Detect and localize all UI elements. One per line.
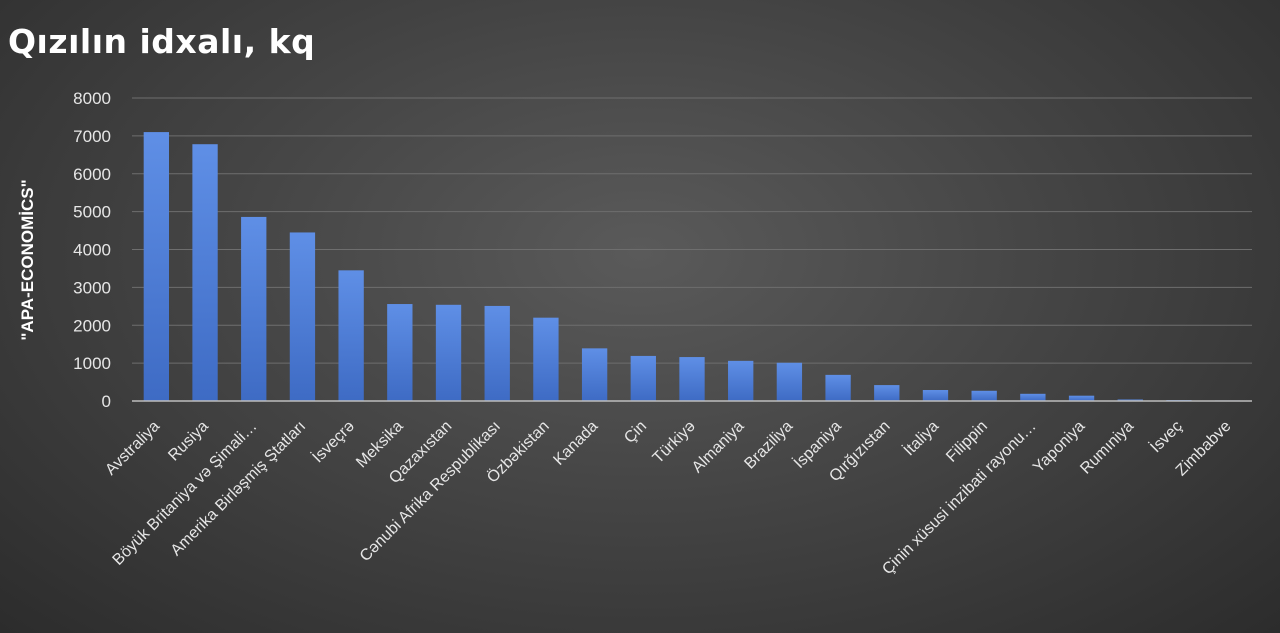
y-axis-label: "APA-ECONOMİCS" bbox=[18, 179, 37, 340]
y-tick-label: 4000 bbox=[73, 241, 111, 260]
bar bbox=[533, 317, 559, 401]
y-tick-label: 7000 bbox=[73, 127, 111, 146]
x-tick-label: Rusiya bbox=[165, 418, 212, 465]
bar bbox=[679, 357, 705, 401]
x-tick-label: Türkiyə bbox=[650, 418, 699, 467]
bar bbox=[387, 304, 413, 401]
bar bbox=[825, 374, 851, 401]
bar bbox=[874, 385, 900, 401]
x-tick-label: Avstraliya bbox=[102, 418, 163, 479]
chart-title: Qızılın idxalı, kq bbox=[8, 22, 316, 61]
bar bbox=[581, 348, 608, 401]
x-tick-label: İsveçrə bbox=[308, 416, 358, 466]
y-tick-label: 3000 bbox=[73, 278, 111, 297]
bar bbox=[922, 390, 949, 401]
x-tick-label: Çin bbox=[621, 418, 650, 447]
x-tick-label: Braziliya bbox=[741, 418, 796, 473]
bar bbox=[484, 305, 510, 401]
y-tick-label: 2000 bbox=[73, 316, 111, 335]
y-axis-ticks: 0 1000 2000 3000 4000 5000 6000 7000 8000 bbox=[73, 89, 111, 411]
bar bbox=[728, 360, 754, 401]
bar bbox=[776, 362, 803, 401]
x-tick-label: Rumıniya bbox=[1077, 418, 1137, 478]
bar bbox=[289, 232, 316, 401]
bars bbox=[143, 132, 1241, 401]
bar bbox=[1068, 395, 1095, 401]
y-tick-label: 1000 bbox=[73, 354, 111, 373]
bar bbox=[338, 270, 364, 401]
bar bbox=[143, 132, 170, 401]
y-tick-label: 6000 bbox=[73, 165, 111, 184]
bar bbox=[1020, 393, 1046, 401]
x-tick-label: Almaniya bbox=[689, 418, 748, 477]
y-tick-label: 0 bbox=[102, 392, 111, 411]
bar bbox=[630, 355, 656, 401]
bar bbox=[192, 144, 218, 401]
gridlines bbox=[132, 97, 1252, 364]
x-tick-label: Filippin bbox=[943, 418, 991, 466]
y-tick-label: 5000 bbox=[73, 203, 111, 222]
bar bbox=[1117, 399, 1143, 401]
x-tick-label: İsveç bbox=[1146, 416, 1186, 456]
bar bbox=[971, 390, 997, 401]
bar bbox=[241, 216, 267, 401]
bar bbox=[435, 304, 462, 401]
x-tick-label: Kanada bbox=[550, 418, 601, 469]
y-tick-label: 8000 bbox=[73, 89, 111, 108]
x-tick-label: İtaliya bbox=[899, 416, 942, 459]
